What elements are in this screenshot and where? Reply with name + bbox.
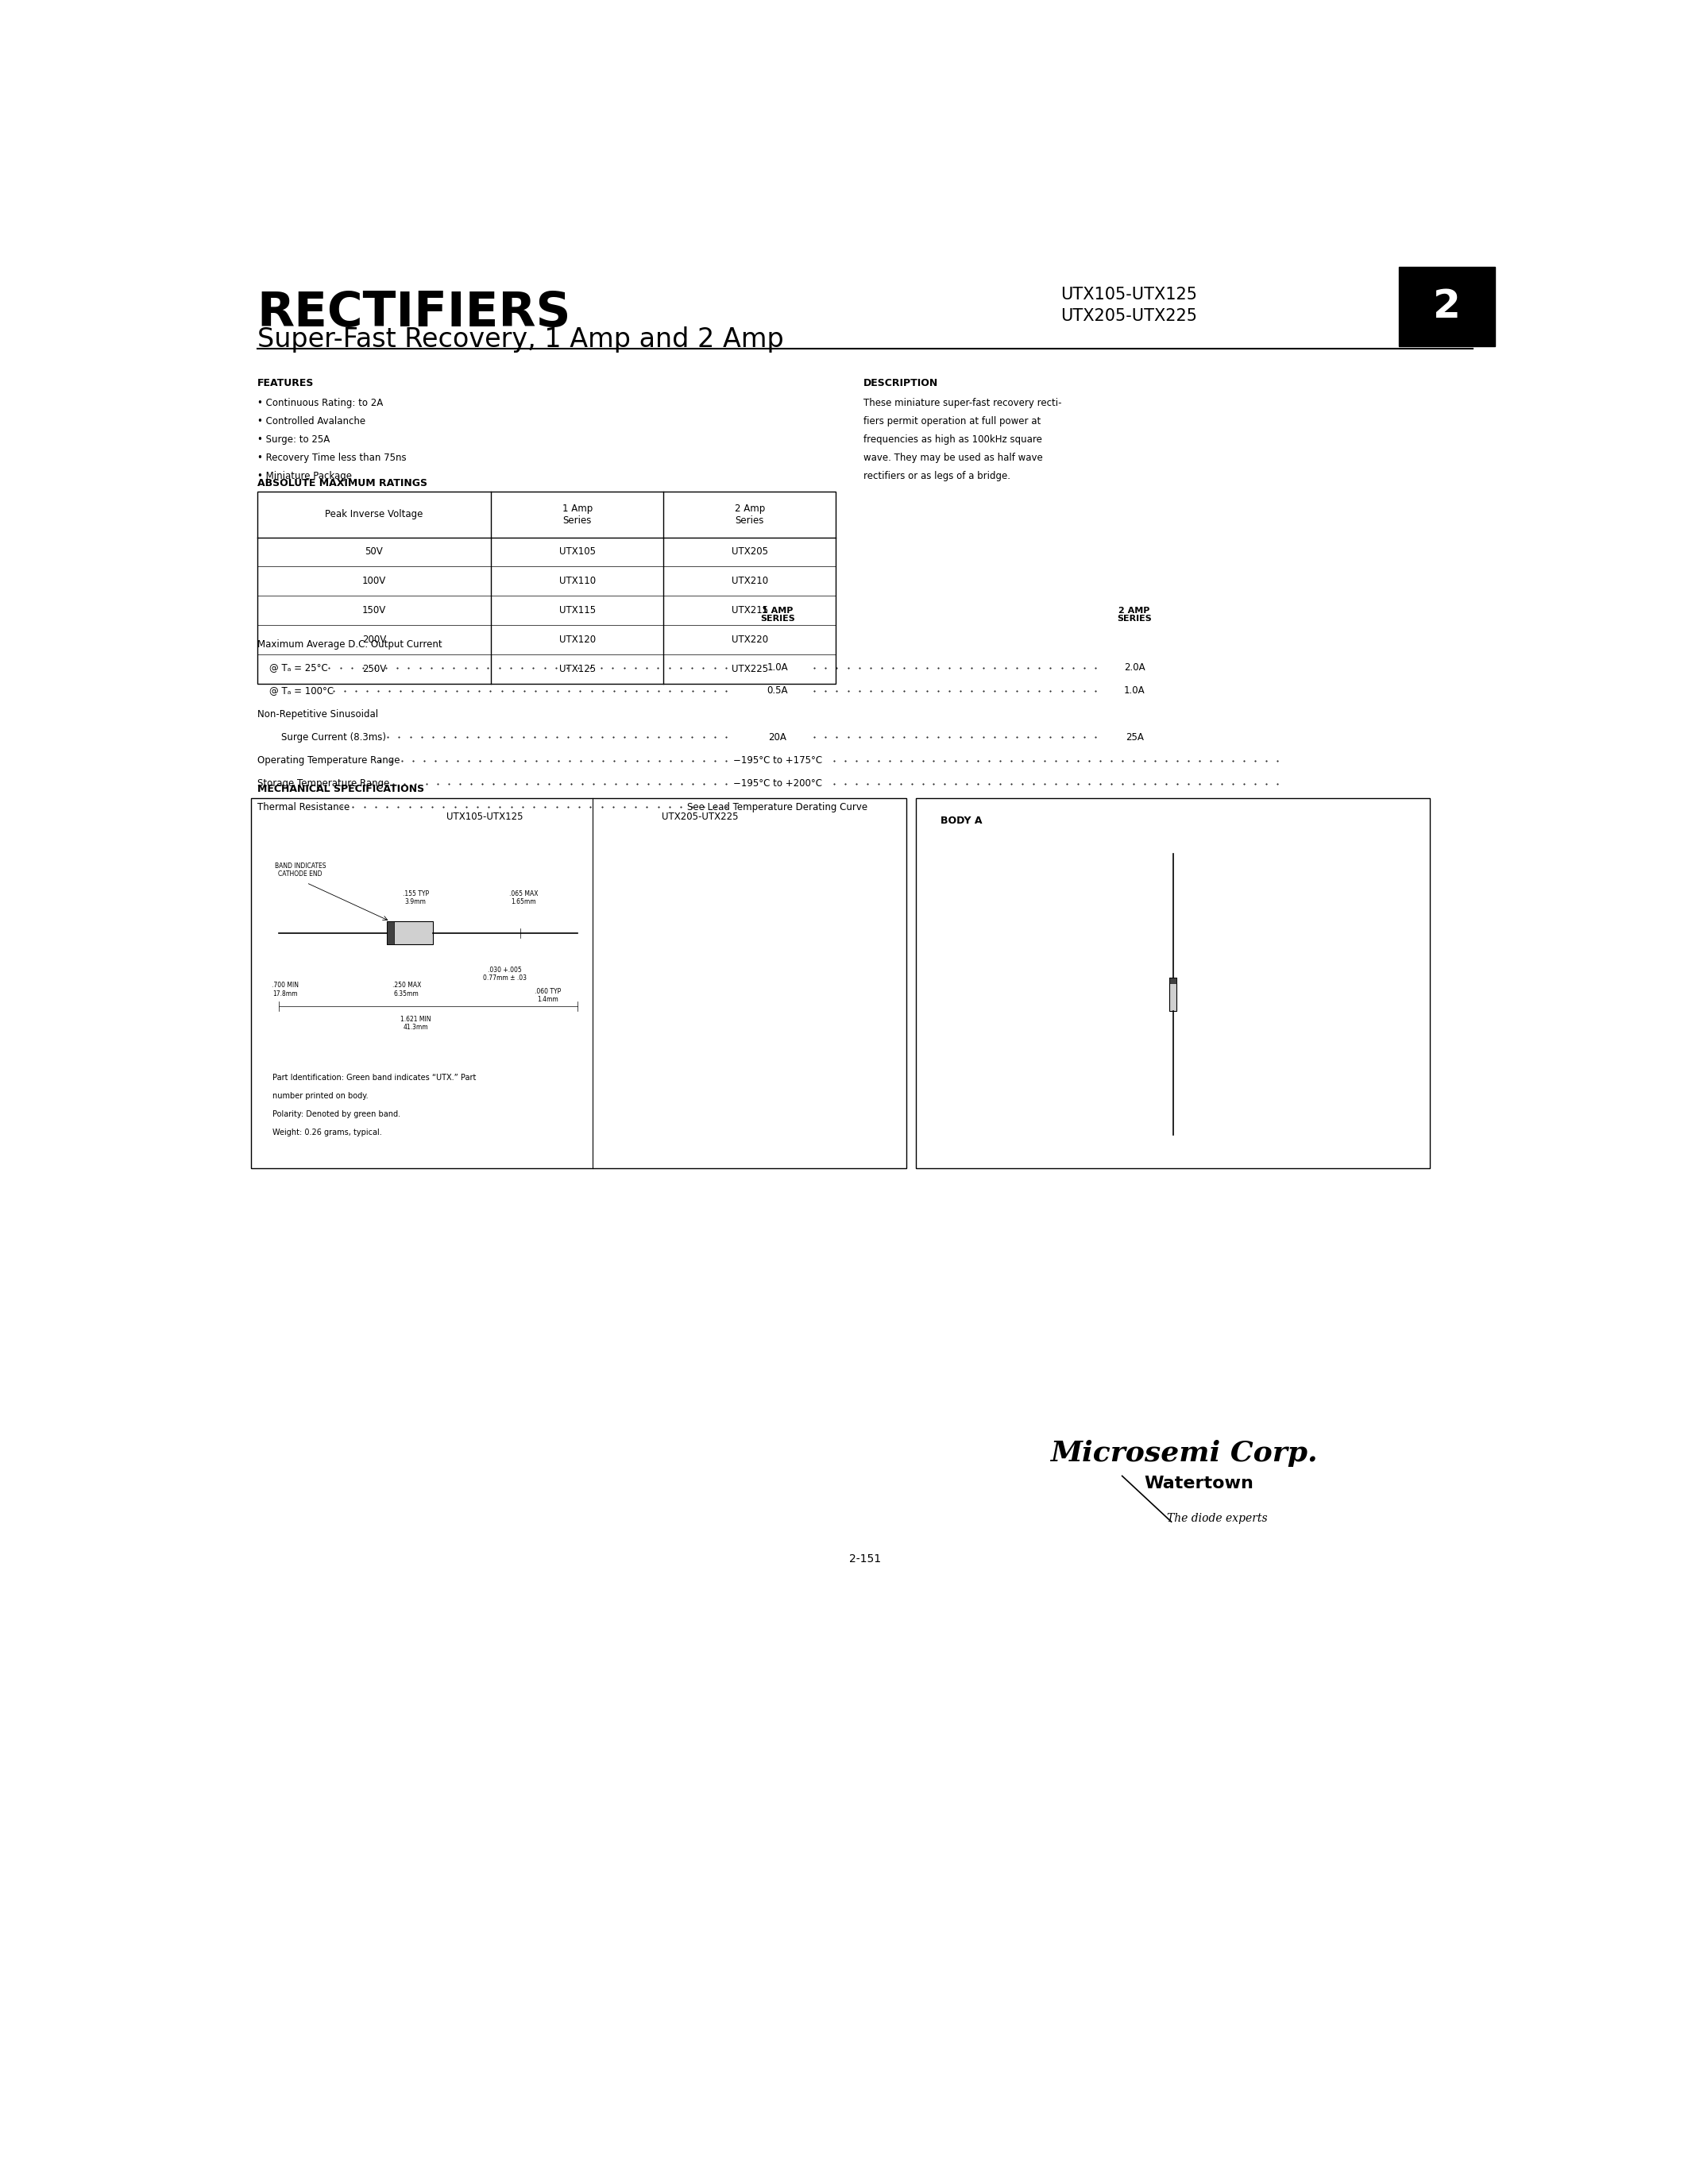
Text: 1 AMP
SERIES: 1 AMP SERIES — [760, 607, 795, 622]
Text: 2-151: 2-151 — [849, 1553, 881, 1564]
Text: FEATURES: FEATURES — [257, 378, 314, 389]
Text: UTX225: UTX225 — [731, 664, 768, 675]
FancyBboxPatch shape — [252, 799, 906, 1168]
Text: rectifiers or as legs of a bridge.: rectifiers or as legs of a bridge. — [864, 472, 1011, 480]
Text: 20A: 20A — [768, 732, 787, 743]
Text: 2.0A: 2.0A — [1124, 662, 1144, 673]
Text: 2 AMP
SERIES: 2 AMP SERIES — [1117, 607, 1151, 622]
Text: Non-Repetitive Sinusoidal: Non-Repetitive Sinusoidal — [257, 710, 378, 719]
Text: .030 +.005
0.77mm ± .03: .030 +.005 0.77mm ± .03 — [483, 968, 527, 983]
Text: UTX205-UTX225: UTX205-UTX225 — [662, 812, 739, 821]
Text: Super-Fast Recovery, 1 Amp and 2 Amp: Super-Fast Recovery, 1 Amp and 2 Amp — [257, 325, 783, 352]
Text: 200V: 200V — [363, 636, 387, 644]
Text: number printed on body.: number printed on body. — [272, 1092, 368, 1101]
Text: 0.5A: 0.5A — [766, 686, 788, 697]
Text: @ Tₐ = 100°C: @ Tₐ = 100°C — [257, 686, 334, 697]
Text: Operating Temperature Range: Operating Temperature Range — [257, 756, 400, 767]
Text: UTX205: UTX205 — [731, 546, 768, 557]
FancyBboxPatch shape — [1170, 976, 1177, 983]
Text: • Continuous Rating: to 2A: • Continuous Rating: to 2A — [257, 397, 383, 408]
Text: @ Tₐ = 25°C: @ Tₐ = 25°C — [257, 662, 327, 673]
Text: BAND INDICATES
CATHODE END: BAND INDICATES CATHODE END — [275, 863, 326, 878]
Text: • Surge: to 25A: • Surge: to 25A — [257, 435, 329, 446]
FancyBboxPatch shape — [257, 491, 836, 684]
Text: Polarity: Denoted by green band.: Polarity: Denoted by green band. — [272, 1109, 400, 1118]
Text: MECHANICAL SPECIFICATIONS: MECHANICAL SPECIFICATIONS — [257, 784, 424, 795]
Text: These miniature super-fast recovery recti-: These miniature super-fast recovery rect… — [864, 397, 1062, 408]
Text: .060 TYP
1.4mm: .060 TYP 1.4mm — [535, 987, 560, 1002]
Text: Storage Temperature Range: Storage Temperature Range — [257, 778, 390, 788]
Text: RECTIFIERS: RECTIFIERS — [257, 290, 571, 336]
Text: .250 MAX
6.35mm: .250 MAX 6.35mm — [392, 983, 420, 998]
Text: UTX105-UTX125: UTX105-UTX125 — [1060, 286, 1197, 301]
Text: The diode experts: The diode experts — [1168, 1514, 1268, 1524]
Text: Maximum Average D.C. Output Current: Maximum Average D.C. Output Current — [257, 640, 442, 649]
Text: Surge Current (8.3ms): Surge Current (8.3ms) — [257, 732, 387, 743]
Text: UTX220: UTX220 — [731, 636, 768, 644]
Text: .700 MIN
17.8mm: .700 MIN 17.8mm — [272, 983, 299, 998]
Text: UTX205-UTX225: UTX205-UTX225 — [1060, 308, 1197, 323]
Text: .155 TYP
3.9mm: .155 TYP 3.9mm — [402, 891, 429, 906]
Text: UTX210: UTX210 — [731, 577, 768, 587]
Text: 1 Amp
Series: 1 Amp Series — [562, 502, 592, 526]
Text: UTX105: UTX105 — [559, 546, 596, 557]
Text: Thermal Resistance: Thermal Resistance — [257, 802, 349, 812]
Text: • Miniature Package: • Miniature Package — [257, 472, 351, 480]
Text: UTX215: UTX215 — [731, 605, 768, 616]
Text: −195°C to +175°C: −195°C to +175°C — [733, 756, 822, 767]
FancyBboxPatch shape — [1170, 976, 1177, 1011]
Text: .065 MAX
1.65mm: .065 MAX 1.65mm — [510, 891, 538, 906]
FancyBboxPatch shape — [387, 922, 393, 943]
Text: fiers permit operation at full power at: fiers permit operation at full power at — [864, 417, 1041, 426]
Text: UTX110: UTX110 — [559, 577, 596, 587]
Text: 50V: 50V — [365, 546, 383, 557]
FancyBboxPatch shape — [1399, 266, 1494, 347]
Text: 1.0A: 1.0A — [1124, 686, 1144, 697]
Text: UTX115: UTX115 — [559, 605, 596, 616]
Text: UTX105-UTX125: UTX105-UTX125 — [447, 812, 523, 821]
Text: frequencies as high as 100kHz square: frequencies as high as 100kHz square — [864, 435, 1041, 446]
Text: • Controlled Avalanche: • Controlled Avalanche — [257, 417, 365, 426]
Text: 2: 2 — [1433, 288, 1460, 325]
FancyBboxPatch shape — [387, 922, 432, 943]
Text: BODY A: BODY A — [940, 815, 982, 826]
Text: 2 Amp
Series: 2 Amp Series — [734, 502, 765, 526]
Text: Watertown: Watertown — [1144, 1476, 1254, 1492]
Text: Microsemi Corp.: Microsemi Corp. — [1050, 1439, 1317, 1468]
Text: −195°C to +200°C: −195°C to +200°C — [733, 778, 822, 788]
Text: Part Identification: Green band indicates “UTX.” Part: Part Identification: Green band indicate… — [272, 1075, 476, 1081]
Text: DESCRIPTION: DESCRIPTION — [864, 378, 939, 389]
Text: wave. They may be used as half wave: wave. They may be used as half wave — [864, 452, 1043, 463]
Text: • Recovery Time less than 75ns: • Recovery Time less than 75ns — [257, 452, 407, 463]
Text: 100V: 100V — [363, 577, 387, 587]
Text: 1.621 MIN
41.3mm: 1.621 MIN 41.3mm — [400, 1016, 430, 1031]
Text: Weight: 0.26 grams, typical.: Weight: 0.26 grams, typical. — [272, 1129, 381, 1136]
Text: UTX120: UTX120 — [559, 636, 596, 644]
Text: 150V: 150V — [363, 605, 387, 616]
Text: 1.0A: 1.0A — [766, 662, 788, 673]
Text: Peak Inverse Voltage: Peak Inverse Voltage — [326, 509, 424, 520]
Text: See Lead Temperature Derating Curve: See Lead Temperature Derating Curve — [687, 802, 868, 812]
Text: UTX125: UTX125 — [559, 664, 596, 675]
Text: 25A: 25A — [1126, 732, 1143, 743]
Text: ABSOLUTE MAXIMUM RATINGS: ABSOLUTE MAXIMUM RATINGS — [257, 478, 427, 489]
Text: 250V: 250V — [363, 664, 387, 675]
FancyBboxPatch shape — [917, 799, 1430, 1168]
